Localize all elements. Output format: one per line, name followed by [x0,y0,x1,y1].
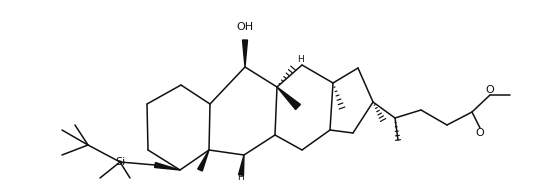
Polygon shape [198,150,209,171]
Polygon shape [277,87,300,109]
Text: Si: Si [115,157,125,167]
Text: H: H [237,173,244,181]
Text: O: O [476,128,485,138]
Text: O: O [486,85,494,95]
Polygon shape [242,40,248,67]
Text: OH: OH [236,22,254,32]
Polygon shape [238,155,244,175]
Text: H: H [296,56,304,65]
Polygon shape [154,162,180,170]
